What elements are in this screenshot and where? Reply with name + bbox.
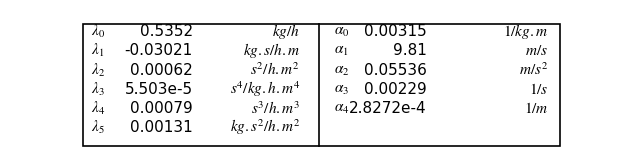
Text: $\lambda_0$: $\lambda_0$ (90, 23, 105, 40)
Text: $s^4/kg.h.m^4$: $s^4/kg.h.m^4$ (230, 79, 300, 99)
Text: $m/s$: $m/s$ (526, 44, 548, 58)
Text: 0.00062: 0.00062 (130, 63, 193, 78)
Text: 5.503e-5: 5.503e-5 (125, 82, 193, 97)
Text: $kg.s^2/h.m^2$: $kg.s^2/h.m^2$ (230, 118, 300, 137)
Text: 9.81: 9.81 (392, 44, 426, 58)
Text: $\lambda_5$: $\lambda_5$ (90, 119, 104, 136)
Text: $s^2/h.m^2$: $s^2/h.m^2$ (250, 62, 300, 78)
Text: 2.8272e-4: 2.8272e-4 (349, 101, 426, 116)
Text: $\alpha_3$: $\alpha_3$ (334, 82, 349, 97)
Text: 0.00315: 0.00315 (364, 24, 426, 39)
Text: $1/s$: $1/s$ (529, 82, 548, 97)
Text: $\lambda_2$: $\lambda_2$ (90, 61, 105, 79)
Text: $1/kg.m$: $1/kg.m$ (503, 22, 548, 41)
Text: $\alpha_2$: $\alpha_2$ (334, 63, 349, 78)
Text: $m/s^2$: $m/s^2$ (519, 62, 548, 78)
Text: $\alpha_4$: $\alpha_4$ (334, 101, 350, 116)
Text: $\alpha_1$: $\alpha_1$ (334, 44, 349, 58)
Text: $\lambda_3$: $\lambda_3$ (90, 81, 104, 98)
Text: $\lambda_1$: $\lambda_1$ (90, 42, 104, 59)
Text: 0.00229: 0.00229 (364, 82, 426, 97)
Text: $kg/h$: $kg/h$ (272, 22, 300, 41)
Text: -0.03021: -0.03021 (124, 44, 193, 58)
Text: 0.00079: 0.00079 (130, 101, 193, 116)
Text: $\alpha_0$: $\alpha_0$ (334, 24, 349, 39)
Text: 0.5352: 0.5352 (140, 24, 193, 39)
Text: $s^3/h.m^3$: $s^3/h.m^3$ (251, 100, 300, 117)
Text: $kg.s/h.m$: $kg.s/h.m$ (243, 41, 300, 60)
Text: $\lambda_4$: $\lambda_4$ (90, 100, 105, 117)
Text: 0.05536: 0.05536 (364, 63, 426, 78)
Text: $1/m$: $1/m$ (524, 101, 548, 116)
Text: 0.00131: 0.00131 (130, 120, 193, 135)
